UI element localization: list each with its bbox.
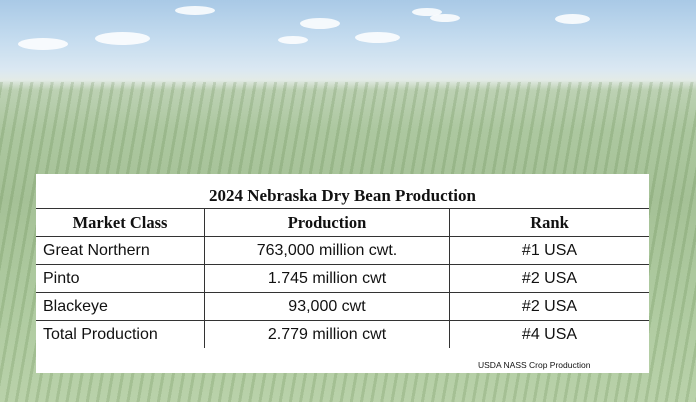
cell-market-class: Total Production <box>36 320 205 348</box>
header-rank: Rank <box>449 208 649 237</box>
cloud <box>430 14 460 22</box>
table-title: 2024 Nebraska Dry Bean Production <box>209 186 476 205</box>
cell-production: 1.745 million cwt <box>204 264 450 293</box>
cell-production: 93,000 cwt <box>204 292 450 321</box>
cloud <box>175 6 215 15</box>
cell-market-class: Pinto <box>36 264 205 293</box>
cloud <box>278 36 308 44</box>
production-table: Market Class Production Rank Great North… <box>36 208 649 348</box>
source-note: USDA NASS Crop Production <box>478 360 591 370</box>
header-market-class: Market Class <box>36 208 205 237</box>
cloud <box>412 8 442 16</box>
cloud <box>355 32 400 43</box>
table-row: Great Northern 763,000 million cwt. #1 U… <box>36 236 649 265</box>
cloud <box>300 18 340 29</box>
cell-market-class: Blackeye <box>36 292 205 321</box>
cloud <box>95 32 150 45</box>
header-production: Production <box>204 208 450 237</box>
table-header-row: Market Class Production Rank <box>36 208 649 237</box>
cell-rank: #4 USA <box>521 325 578 343</box>
cell-rank: #2 USA <box>449 292 649 321</box>
cell-production: 763,000 million cwt. <box>204 236 450 265</box>
cell-production: 2.779 million cwt <box>204 320 450 348</box>
table-row: Total Production 2.779 million cwt #4 US… <box>36 320 649 348</box>
cloud <box>18 38 68 50</box>
cloud <box>555 14 590 24</box>
cell-rank: #2 USA <box>449 264 649 293</box>
table-row: Pinto 1.745 million cwt #2 USA <box>36 264 649 293</box>
cell-rank: #1 USA <box>449 236 649 265</box>
production-table-panel: 2024 Nebraska Dry Bean Production Market… <box>36 174 649 373</box>
table-row: Blackeye 93,000 cwt #2 USA <box>36 292 649 321</box>
cell-market-class: Great Northern <box>36 236 205 265</box>
